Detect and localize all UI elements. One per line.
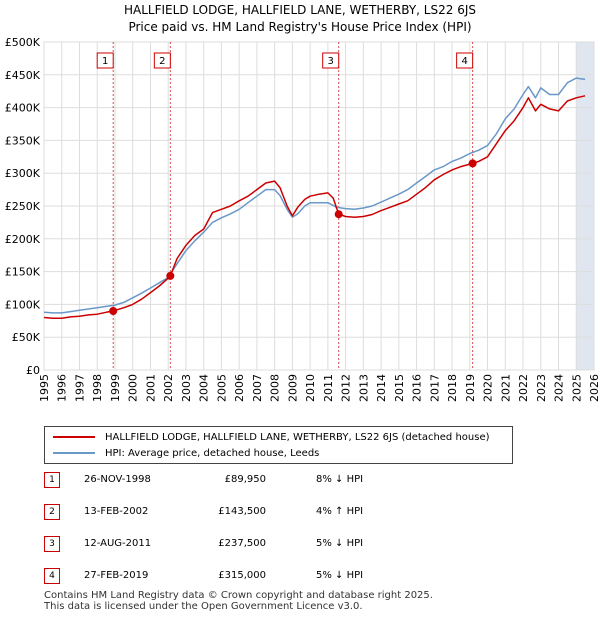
x-tick-label: 2002 — [162, 374, 175, 402]
x-tick-label: 1997 — [73, 374, 86, 402]
x-tick-label: 2001 — [144, 374, 157, 402]
x-tick-label: 2024 — [553, 374, 566, 402]
table-row: 3 12-AUG-2011 £237,500 5% ↓ HPI — [44, 536, 504, 554]
y-tick-label: £200K — [5, 233, 41, 246]
price-series-line — [43, 95, 586, 319]
transaction-price: £237,500 — [218, 538, 266, 549]
x-tick-label: 2013 — [357, 374, 370, 402]
table-row: 2 13-FEB-2002 £143,500 4% ↑ HPI — [44, 504, 504, 522]
chart-subtitle: Price paid vs. HM Land Registry's House … — [128, 20, 472, 34]
legend-item-hpi: HPI: Average price, detached house, Leed… — [53, 446, 319, 460]
y-tick-label: £500K — [5, 36, 41, 49]
annotation-label: 2 — [159, 56, 165, 67]
x-tick-label: 2003 — [180, 374, 193, 402]
x-tick-label: 2007 — [251, 374, 264, 402]
x-tick-label: 2012 — [340, 374, 353, 402]
footer-license: This data is licensed under the Open Gov… — [44, 601, 363, 612]
x-tick-label: 2021 — [499, 374, 512, 402]
price-chart: £0 £50K £100K £150K £200K £250K £300K £350K £400… — [5, 36, 600, 402]
y-tick-label: £450K — [5, 69, 41, 82]
transaction-hpi: 5% ↓ HPI — [316, 538, 364, 549]
x-tick-label: 2017 — [428, 374, 441, 402]
x-tick-label: 1998 — [91, 374, 104, 402]
transaction-point — [166, 271, 175, 280]
y-tick-label: £400K — [5, 102, 41, 115]
hpi-series-line — [43, 77, 586, 314]
x-tick-label: 2015 — [393, 374, 406, 402]
transaction-date: 13-FEB-2002 — [84, 506, 149, 517]
y-tick-label: £350K — [5, 134, 41, 147]
x-tick-label: 2018 — [446, 374, 459, 402]
legend-item-price: HALLFIELD LODGE, HALLFIELD LANE, WETHERB… — [53, 430, 490, 444]
x-tick-label: 2020 — [482, 374, 495, 402]
y-tick-label: £250K — [5, 200, 41, 213]
x-tick-label: 2006 — [233, 374, 246, 402]
y-tick-label: £100K — [5, 298, 41, 311]
footer-note: Contains HM Land Registry data © Crown c… — [44, 590, 433, 612]
transaction-hpi: 8% ↓ HPI — [316, 474, 364, 485]
transaction-price: £89,950 — [224, 474, 266, 485]
footer-copyright: Contains HM Land Registry data © Crown c… — [44, 590, 433, 601]
transaction-price: £143,500 — [218, 506, 266, 517]
x-tick-label: 2022 — [517, 374, 530, 402]
y-tick-label: £150K — [5, 266, 41, 279]
x-tick-label: 2004 — [198, 374, 211, 402]
annotation-box — [153, 52, 171, 69]
transaction-badge: 3 — [44, 536, 60, 552]
annotation-box — [456, 52, 474, 69]
x-tick-label: 2009 — [286, 374, 299, 402]
legend-price-label: HALLFIELD LODGE, HALLFIELD LANE, WETHERB… — [105, 431, 490, 443]
annotation-label: 1 — [102, 56, 108, 67]
x-tick-label: 2008 — [269, 374, 282, 402]
table-row: 4 27-FEB-2019 £315,000 5% ↓ HPI — [44, 568, 504, 586]
x-tick-label: 1996 — [56, 374, 69, 402]
y-tick-label: £50K — [12, 331, 41, 344]
x-tick-label: 2011 — [322, 374, 335, 402]
y-tick-label: £300K — [5, 167, 41, 180]
x-tick-label: 1999 — [109, 374, 122, 402]
transaction-point — [334, 210, 343, 219]
chart-title: HALLFIELD LODGE, HALLFIELD LANE, WETHERB… — [124, 3, 476, 17]
table-row: 1 26-NOV-1998 £89,950 8% ↓ HPI — [44, 472, 504, 490]
x-tick-label: 2016 — [411, 374, 424, 402]
legend-price-swatch — [53, 436, 95, 438]
transaction-date: 27-FEB-2019 — [84, 570, 149, 581]
annotation-label: 4 — [461, 56, 467, 67]
x-tick-label: 2005 — [215, 374, 228, 402]
annotation-label: 3 — [328, 56, 334, 67]
x-tick-label: 2025 — [570, 374, 583, 402]
transaction-point — [109, 306, 118, 315]
transaction-date: 12-AUG-2011 — [84, 538, 152, 549]
transaction-badge: 1 — [44, 472, 60, 488]
annotation-box — [322, 52, 340, 69]
x-tick-label: 2019 — [464, 374, 477, 402]
transaction-point — [468, 159, 477, 168]
transaction-badge: 4 — [44, 568, 60, 584]
x-tick-label: 2014 — [375, 374, 388, 402]
legend-hpi-swatch — [53, 452, 95, 454]
transaction-hpi: 5% ↓ HPI — [316, 570, 364, 581]
transaction-date: 26-NOV-1998 — [84, 474, 151, 485]
transaction-hpi: 4% ↑ HPI — [316, 506, 364, 517]
x-tick-label: 2010 — [304, 374, 317, 402]
legend-hpi-label: HPI: Average price, detached house, Leed… — [105, 447, 320, 459]
chart-legend: HALLFIELD LODGE, HALLFIELD LANE, WETHERB… — [44, 426, 513, 464]
x-tick-label: 1995 — [38, 374, 51, 402]
x-tick-label: 2026 — [588, 374, 600, 402]
x-tick-label: 2000 — [127, 374, 140, 402]
transaction-badge: 2 — [44, 504, 60, 520]
y-tick-label: £0 — [26, 364, 40, 377]
x-tick-label: 2023 — [535, 374, 548, 402]
annotation-box — [96, 52, 114, 69]
transaction-price: £315,000 — [218, 570, 266, 581]
